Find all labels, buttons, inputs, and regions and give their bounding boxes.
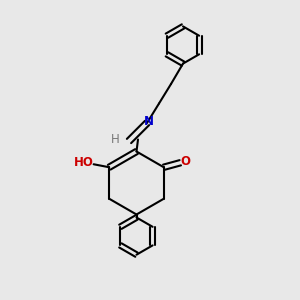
Text: H: H	[111, 133, 120, 146]
Text: O: O	[181, 155, 191, 168]
Text: HO: HO	[74, 156, 94, 169]
Text: N: N	[143, 115, 154, 128]
